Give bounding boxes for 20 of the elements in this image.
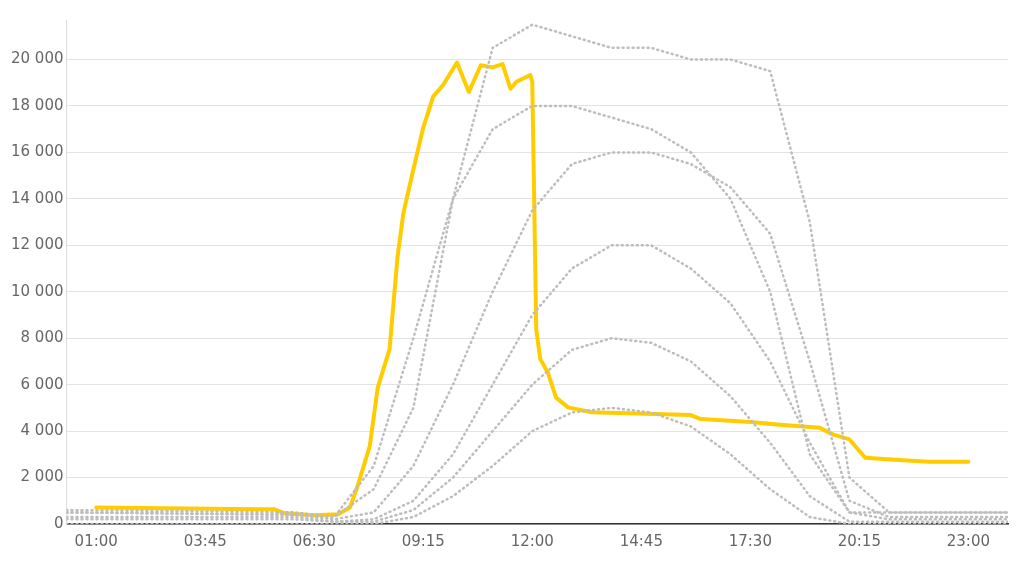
y-tick-label: 18 000 (10, 95, 64, 114)
y-tick-label: 4 000 (20, 420, 64, 439)
x-tick-label: 09:15 (401, 531, 445, 550)
x-tick-label: 01:00 (74, 531, 118, 550)
x-tick-label: 12:00 (510, 531, 554, 550)
x-tick-label: 06:30 (292, 531, 336, 550)
y-tick-label: 8 000 (20, 328, 64, 347)
x-tick-label: 20:15 (837, 531, 881, 550)
x-tick-label: 14:45 (619, 531, 663, 550)
y-tick-label: 2 000 (20, 467, 64, 486)
y-tick-label: 10 000 (10, 281, 64, 300)
x-tick-label: 23:00 (946, 531, 990, 550)
y-tick-label: 12 000 (10, 235, 64, 254)
y-tick-label: 6 000 (20, 374, 64, 393)
y-tick-label: 14 000 (10, 188, 64, 207)
y-tick-label: 0 (53, 513, 64, 532)
y-tick-label: 16 000 (10, 142, 64, 161)
y-tick-label: 20 000 (10, 49, 64, 68)
x-tick-label: 03:45 (183, 531, 227, 550)
x-tick-label: 17:30 (728, 531, 772, 550)
